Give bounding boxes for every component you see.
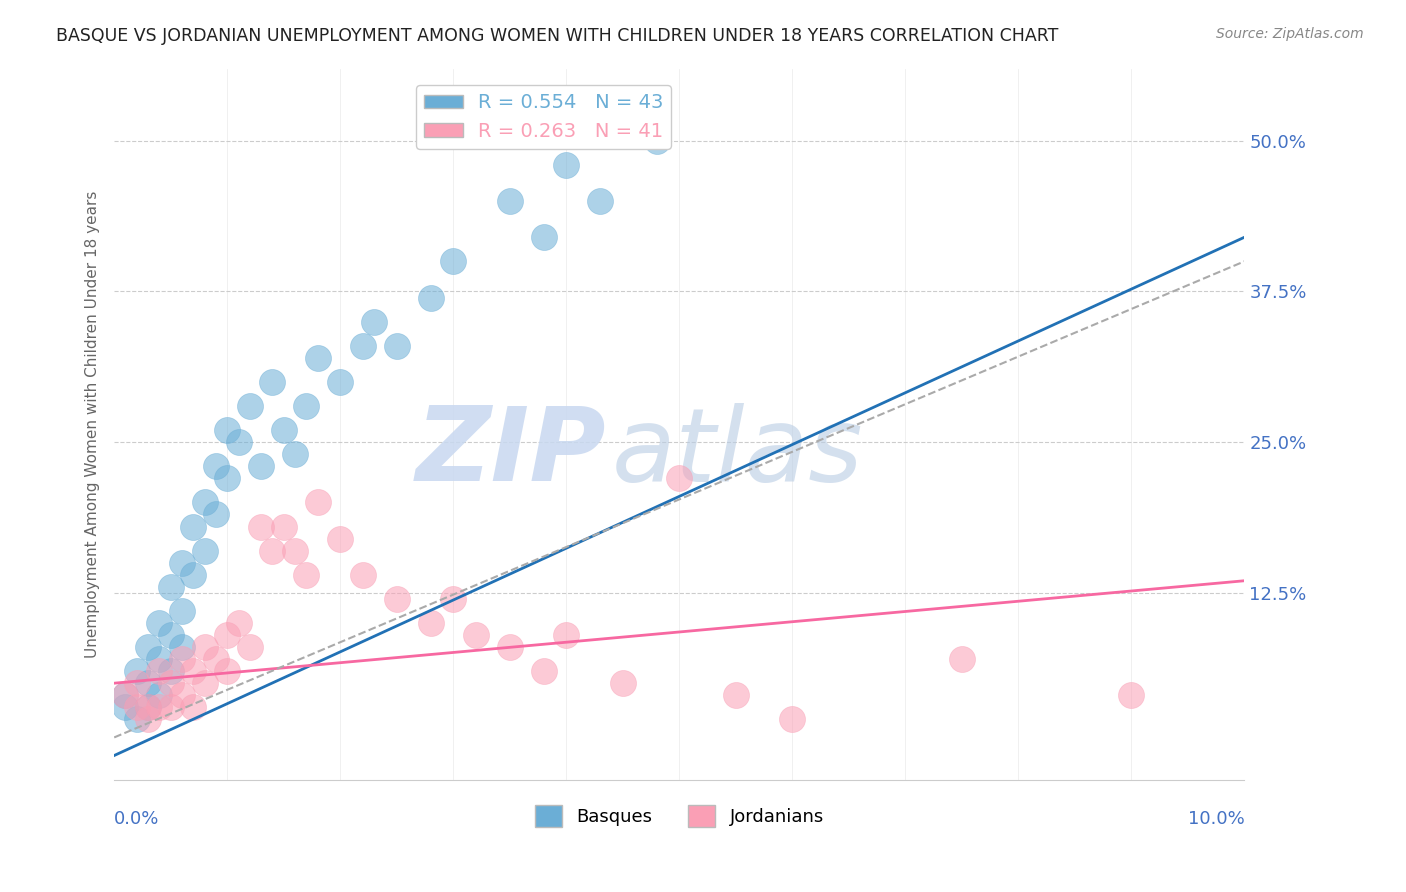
Point — [329, 532, 352, 546]
Text: 0.0%: 0.0% — [114, 810, 159, 828]
Point — [217, 471, 239, 485]
Point — [724, 688, 747, 702]
Text: atlas: atlas — [612, 402, 863, 502]
Point — [385, 591, 408, 606]
Point — [194, 640, 217, 654]
Point — [125, 712, 148, 726]
Point — [181, 519, 204, 533]
Point — [533, 230, 555, 244]
Point — [273, 519, 295, 533]
Point — [250, 459, 273, 474]
Text: Source: ZipAtlas.com: Source: ZipAtlas.com — [1216, 27, 1364, 41]
Point — [284, 543, 307, 558]
Point — [159, 700, 181, 714]
Point — [239, 640, 262, 654]
Point — [228, 615, 250, 630]
Point — [114, 688, 136, 702]
Point — [295, 567, 318, 582]
Point — [170, 652, 193, 666]
Point — [205, 459, 228, 474]
Point — [555, 158, 578, 172]
Legend: Basques, Jordanians: Basques, Jordanians — [527, 798, 831, 835]
Point — [170, 604, 193, 618]
Point — [782, 712, 804, 726]
Point — [125, 700, 148, 714]
Text: BASQUE VS JORDANIAN UNEMPLOYMENT AMONG WOMEN WITH CHILDREN UNDER 18 YEARS CORREL: BASQUE VS JORDANIAN UNEMPLOYMENT AMONG W… — [56, 27, 1059, 45]
Point — [159, 676, 181, 690]
Point — [441, 591, 464, 606]
Point — [170, 640, 193, 654]
Point — [589, 194, 612, 208]
Point — [441, 254, 464, 268]
Point — [352, 567, 374, 582]
Point — [136, 700, 159, 714]
Point — [205, 652, 228, 666]
Point — [307, 351, 329, 365]
Point — [159, 664, 181, 678]
Point — [194, 676, 217, 690]
Point — [148, 615, 170, 630]
Point — [217, 423, 239, 437]
Point — [464, 628, 486, 642]
Point — [136, 676, 159, 690]
Point — [262, 375, 284, 389]
Point — [194, 495, 217, 509]
Point — [307, 495, 329, 509]
Point — [419, 615, 441, 630]
Point — [228, 435, 250, 450]
Point — [533, 664, 555, 678]
Point — [250, 519, 273, 533]
Point — [1121, 688, 1143, 702]
Point — [114, 700, 136, 714]
Text: 10.0%: 10.0% — [1188, 810, 1244, 828]
Point — [352, 339, 374, 353]
Point — [217, 664, 239, 678]
Point — [170, 556, 193, 570]
Point — [363, 315, 385, 329]
Text: ZIP: ZIP — [415, 402, 606, 503]
Point — [125, 676, 148, 690]
Point — [668, 471, 690, 485]
Point — [950, 652, 973, 666]
Point — [159, 628, 181, 642]
Point — [136, 700, 159, 714]
Point — [284, 447, 307, 461]
Point — [170, 688, 193, 702]
Point — [499, 640, 522, 654]
Point — [273, 423, 295, 437]
Point — [612, 676, 634, 690]
Point — [217, 628, 239, 642]
Point — [295, 399, 318, 413]
Point — [205, 508, 228, 522]
Point — [148, 652, 170, 666]
Point — [114, 688, 136, 702]
Point — [181, 664, 204, 678]
Point — [499, 194, 522, 208]
Point — [159, 580, 181, 594]
Point — [419, 291, 441, 305]
Point — [262, 543, 284, 558]
Point — [385, 339, 408, 353]
Point — [239, 399, 262, 413]
Point — [136, 640, 159, 654]
Point — [125, 664, 148, 678]
Y-axis label: Unemployment Among Women with Children Under 18 years: Unemployment Among Women with Children U… — [86, 190, 100, 657]
Point — [194, 543, 217, 558]
Point — [148, 664, 170, 678]
Point — [555, 628, 578, 642]
Point — [148, 688, 170, 702]
Point — [136, 712, 159, 726]
Point — [148, 700, 170, 714]
Point — [645, 134, 668, 148]
Point — [181, 567, 204, 582]
Point — [329, 375, 352, 389]
Point — [181, 700, 204, 714]
